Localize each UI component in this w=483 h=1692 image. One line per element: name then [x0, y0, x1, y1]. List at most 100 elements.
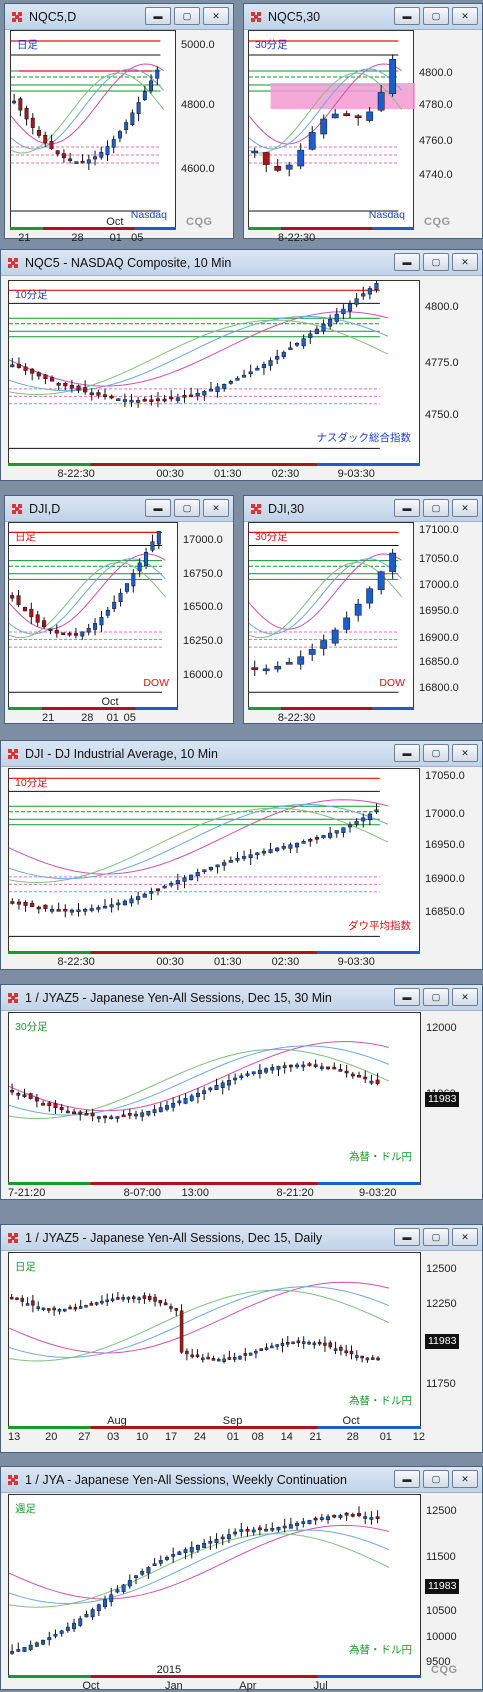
maximize-icon: ▢: [431, 1232, 441, 1242]
chart-area[interactable]: 30分足 Nasdaq: [248, 30, 415, 230]
title-bar[interactable]: NQC5 - NASDAQ Composite, 10 Min ▬ ▢ ✕: [1, 250, 482, 276]
minimize-button[interactable]: ▬: [394, 1470, 420, 1488]
minimize-button[interactable]: ▬: [394, 499, 420, 517]
candle-body: [214, 1538, 219, 1543]
candle-body: [18, 98, 23, 111]
candle-body: [99, 151, 104, 158]
candle-body: [321, 323, 326, 332]
candle-body: [28, 1644, 33, 1650]
x-axis-tick: 8-22:30: [57, 468, 95, 480]
cqg-app-icon: [8, 1233, 18, 1243]
chart-area[interactable]: 30分足為替・ドル円: [8, 1012, 421, 1185]
moving-average-line: [249, 558, 403, 635]
session-strip: [8, 1675, 421, 1678]
timeframe-label: 日足: [17, 39, 38, 51]
x-axis-tick: 14: [280, 1431, 293, 1443]
x-axis-tick: 21: [309, 1431, 322, 1443]
y-axis-tick: 16500.0: [183, 601, 223, 614]
minimize-button[interactable]: ▬: [394, 253, 420, 271]
candle-body: [78, 1111, 83, 1115]
maximize-button[interactable]: ▢: [423, 988, 449, 1006]
y-axis-tick: 4775.0: [425, 356, 459, 369]
x-axis-tick: 17: [164, 1431, 178, 1443]
maximize-button[interactable]: ▢: [423, 499, 449, 517]
chart-area[interactable]: 10分足 ナスダック総合指数: [8, 280, 420, 466]
candle-body: [195, 1545, 200, 1550]
candle-body: [140, 1571, 145, 1575]
title-bar[interactable]: 1 / JYA - Japanese Yen-All Sessions, Wee…: [1, 1467, 482, 1493]
title-bar[interactable]: 1 / JYAZ5 - Japanese Yen-All Sessions, D…: [1, 1225, 482, 1251]
maximize-button[interactable]: ▢: [423, 253, 449, 271]
candle-body: [31, 1300, 35, 1306]
timeframe-label: 週足: [15, 1503, 36, 1515]
maximize-button[interactable]: ▢: [174, 499, 200, 517]
candle-body: [131, 573, 136, 587]
candle-body: [49, 140, 54, 150]
close-button[interactable]: ✕: [452, 1470, 478, 1488]
chart-area[interactable]: 30分足 DOW: [248, 522, 414, 710]
candle-body: [216, 1358, 221, 1362]
minimize-button[interactable]: ▬: [394, 7, 420, 25]
candle-body: [255, 852, 260, 856]
candle-body: [155, 398, 161, 402]
close-button[interactable]: ✕: [203, 499, 229, 517]
candle-body: [323, 1342, 327, 1346]
minimize-button[interactable]: ▬: [145, 7, 171, 25]
candle-body: [262, 152, 270, 165]
minimize-button[interactable]: ▬: [394, 1228, 420, 1246]
close-button[interactable]: ✕: [452, 499, 478, 517]
x-axis-tick: 12: [412, 1431, 425, 1443]
chart-area[interactable]: 週足 為替・ドル円: [8, 1494, 421, 1678]
cqg-app-icon: [8, 993, 18, 1003]
chart-area[interactable]: 日足 DOW: [8, 522, 178, 710]
maximize-button[interactable]: ▢: [423, 1470, 449, 1488]
maximize-button[interactable]: ▢: [174, 7, 200, 25]
window-buttons: ▬ ▢ ✕: [394, 499, 478, 517]
candle-body: [93, 623, 98, 630]
x-axis-tick: 08: [251, 1431, 264, 1443]
minimize-button[interactable]: ▬: [394, 744, 420, 762]
candle-body: [307, 1341, 311, 1345]
session-strip: [248, 707, 414, 710]
close-button[interactable]: ✕: [452, 253, 478, 271]
candle-body: [149, 80, 154, 92]
maximize-button[interactable]: ▢: [423, 744, 449, 762]
candle-body: [96, 907, 101, 910]
chart-area[interactable]: 日足 Nasdaq: [10, 30, 176, 230]
close-icon: ✕: [461, 257, 469, 267]
title-bar[interactable]: DJI - DJ Industrial Average, 10 Min ▬ ▢ ✕: [1, 741, 482, 767]
candle-body: [228, 381, 233, 384]
title-bar[interactable]: DJI,D ▬ ▢ ✕: [5, 496, 233, 522]
minimize-button[interactable]: ▬: [394, 988, 420, 1006]
candle-body: [262, 668, 270, 672]
candle-body: [84, 1113, 89, 1116]
close-button[interactable]: ✕: [452, 1228, 478, 1246]
close-button[interactable]: ✕: [452, 988, 478, 1006]
maximize-button[interactable]: ▢: [423, 1228, 449, 1246]
title-bar[interactable]: NQC5,D ▬ ▢ ✕: [5, 4, 233, 30]
title-bar[interactable]: NQC5,30 ▬ ▢ ✕: [244, 4, 482, 30]
maximize-button[interactable]: ▢: [423, 7, 449, 25]
candle-body: [72, 1111, 77, 1115]
chart-area[interactable]: 日足 為替・ドル円: [8, 1252, 421, 1429]
timeframe-label: 30分足: [15, 1021, 48, 1033]
x-axis-tick: 03: [107, 1431, 120, 1443]
candle-body: [228, 860, 233, 863]
candle-body: [264, 1068, 269, 1073]
source-label: 為替・ドル円: [349, 1151, 412, 1163]
title-bar[interactable]: 1 / JYAZ5 - Japanese Yen-All Sessions, D…: [1, 985, 482, 1011]
title-bar[interactable]: DJI,30 ▬ ▢ ✕: [244, 496, 482, 522]
window-title: DJI - DJ Industrial Average, 10 Min: [25, 747, 218, 761]
candle-body: [255, 367, 260, 371]
close-button[interactable]: ✕: [203, 7, 229, 25]
minimize-button[interactable]: ▬: [145, 499, 171, 517]
candle-body: [215, 386, 220, 393]
x-axis-tick: Oct: [106, 216, 124, 228]
close-button[interactable]: ✕: [452, 7, 478, 25]
candle-body: [155, 69, 160, 79]
candle-body: [350, 1514, 355, 1517]
close-button[interactable]: ✕: [452, 744, 478, 762]
y-axis-tick: 17000.0: [425, 807, 465, 820]
chart-area[interactable]: 10分足 ダウ平均指数: [8, 768, 420, 954]
candle-body: [94, 1302, 99, 1305]
